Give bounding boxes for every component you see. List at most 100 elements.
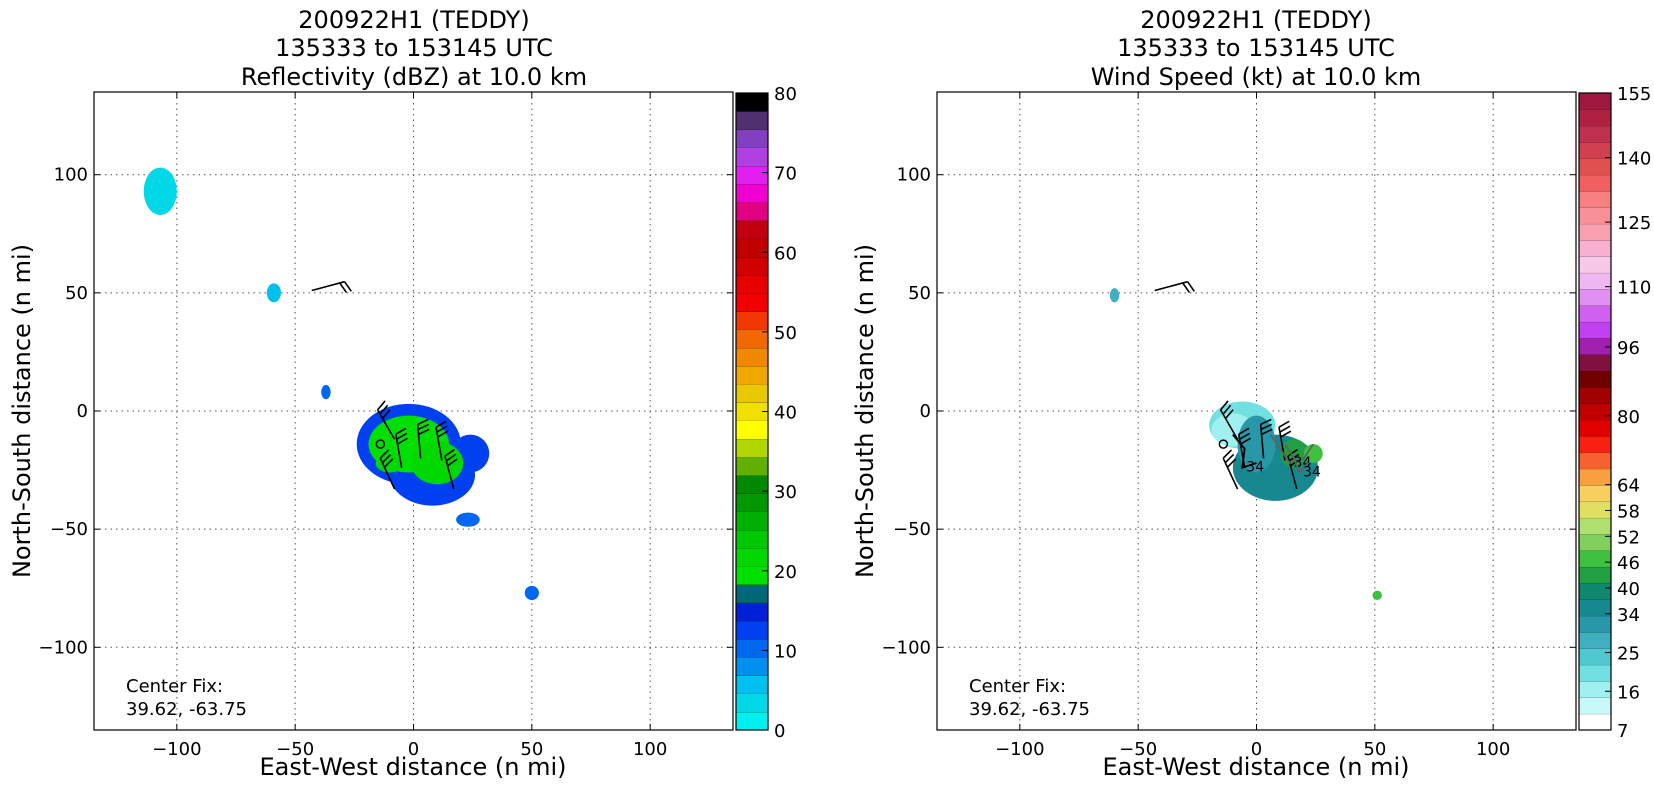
barb-feather bbox=[418, 428, 430, 436]
y-tick-label: −50 bbox=[893, 519, 931, 540]
colorbar-segment bbox=[1579, 305, 1611, 322]
colorbar-segment bbox=[736, 220, 768, 239]
colorbar-segment bbox=[736, 529, 768, 549]
colorbar-segment bbox=[736, 475, 768, 494]
colorbar-segment bbox=[736, 238, 768, 258]
barb-feather bbox=[381, 409, 391, 420]
y-tick-label: 100 bbox=[54, 165, 88, 186]
colorbar-segment bbox=[736, 93, 768, 112]
wind-barb bbox=[444, 448, 458, 490]
colorbar-segment bbox=[736, 657, 768, 676]
colorbar-segment bbox=[1579, 550, 1611, 567]
wind-barb bbox=[1219, 400, 1239, 440]
y-tick-label: 0 bbox=[77, 401, 88, 422]
contour-line bbox=[1232, 434, 1257, 470]
colorbar-tick-label: 110 bbox=[1617, 278, 1651, 299]
contour-label: 34 bbox=[1303, 464, 1321, 480]
center-fix-label: Center Fix: bbox=[969, 676, 1066, 697]
colorbar-segment bbox=[1579, 632, 1611, 649]
title-line-3: Wind Speed (kt) at 10.0 km bbox=[1091, 63, 1422, 91]
wind-barbs bbox=[1154, 280, 1301, 490]
reflectivity-plot-area: −100 −50 0 50 100 100 50 0 −50 −100 Center Fix: 3… bbox=[39, 91, 734, 760]
barb-staff bbox=[1259, 424, 1265, 459]
wind-barb bbox=[311, 280, 352, 294]
colorbar-segment bbox=[736, 293, 768, 312]
barb-feather bbox=[1239, 432, 1251, 440]
colorbar-segment bbox=[736, 548, 768, 567]
contour-line bbox=[1269, 434, 1315, 465]
colorbar-tick-label: 20 bbox=[774, 562, 797, 583]
colorbar-segment bbox=[736, 184, 768, 203]
title-line-2: 135333 to 153145 UTC bbox=[1117, 34, 1395, 62]
axis-ticks: −100 −50 0 50 100 100 50 0 −50 −100 bbox=[882, 92, 1576, 760]
barb-staff bbox=[1222, 457, 1239, 490]
barb-feather bbox=[1238, 427, 1250, 435]
colorbar-segment bbox=[1579, 648, 1611, 665]
x-tick-label: −100 bbox=[152, 739, 201, 760]
colorbar-segment bbox=[1579, 615, 1611, 633]
barb-feather bbox=[447, 458, 458, 467]
center-fix-coords: 39.62, -63.75 bbox=[126, 699, 247, 720]
x-tick-label: 100 bbox=[1476, 739, 1510, 760]
colorbar-segment bbox=[1579, 240, 1611, 257]
colorbar-tick-label: 46 bbox=[1617, 553, 1640, 574]
echo-cell bbox=[143, 167, 177, 215]
colorbar-tick-label: 70 bbox=[774, 164, 797, 185]
colorbar-segment bbox=[1579, 452, 1611, 469]
colorbar-tick-label: 40 bbox=[774, 403, 797, 424]
wind-barb bbox=[376, 400, 396, 440]
colorbar-tick-label: 0 bbox=[774, 721, 785, 742]
colorbar-segment bbox=[1579, 599, 1611, 616]
colorbar-frame bbox=[1578, 92, 1612, 731]
colorbar-segment bbox=[1579, 403, 1611, 420]
colorbar-segment bbox=[736, 584, 768, 603]
colorbar-segment bbox=[1579, 713, 1611, 731]
barb-feather bbox=[1182, 282, 1191, 294]
colorbar-segment bbox=[736, 311, 768, 330]
colorbar-segment bbox=[1579, 370, 1611, 388]
wind-barb bbox=[416, 418, 430, 459]
barb-feather bbox=[1224, 409, 1234, 420]
barb-feather bbox=[417, 423, 430, 431]
colorbar-segment bbox=[736, 602, 768, 622]
echo-cell bbox=[524, 585, 539, 601]
colorbar-segment bbox=[1579, 664, 1611, 682]
wind-barb bbox=[1154, 280, 1195, 294]
colorbar-segment bbox=[1579, 501, 1611, 518]
colorbar-segment bbox=[736, 165, 768, 185]
barb-feather bbox=[1226, 458, 1237, 468]
barb-feather bbox=[343, 281, 352, 292]
colorbar-segment bbox=[1579, 419, 1611, 437]
x-axis-label: East-West distance (n mi) bbox=[1102, 753, 1409, 781]
colorbar-segment bbox=[736, 457, 768, 476]
colorbar-segment bbox=[1579, 517, 1611, 535]
echo-cell bbox=[375, 453, 405, 473]
colorbar-segment bbox=[736, 711, 768, 731]
colorbar-segment bbox=[736, 329, 768, 349]
colorbar-tick-label: 52 bbox=[1617, 527, 1640, 548]
colorbar-segment bbox=[1579, 697, 1611, 714]
colorbar-segment bbox=[1579, 387, 1611, 404]
colorbar-segment bbox=[736, 675, 768, 694]
barb-feather bbox=[379, 449, 390, 459]
colorbar-segment bbox=[736, 111, 768, 130]
title-line-1: 200922H1 (TEDDY) bbox=[298, 6, 529, 34]
y-axis-label: North-South distance (n mi) bbox=[8, 244, 36, 578]
barb-staff bbox=[1219, 409, 1239, 440]
colorbar-segment bbox=[1579, 125, 1611, 143]
y-tick-label: 100 bbox=[897, 165, 931, 186]
colorbar-segment bbox=[736, 693, 768, 713]
barb-feather bbox=[1240, 437, 1252, 445]
wind-barb bbox=[435, 420, 449, 461]
colorbar-tick-label: 96 bbox=[1617, 338, 1640, 359]
barb-feather bbox=[1222, 449, 1233, 459]
x-tick-label: 0 bbox=[1251, 739, 1262, 760]
x-tick-label: 100 bbox=[633, 739, 667, 760]
x-tick-label: −50 bbox=[276, 739, 314, 760]
reflectivity-colorbar: 0 10 20 30 40 50 60 70 80 bbox=[735, 84, 797, 742]
barb-feather bbox=[381, 453, 392, 464]
wind-barb bbox=[1222, 449, 1239, 490]
wind-speed-colorbar: 7 16 25 34 40 46 52 58 64 80 96 110 125 140 155 bbox=[1578, 84, 1651, 742]
colorbar-segment bbox=[1579, 681, 1611, 698]
